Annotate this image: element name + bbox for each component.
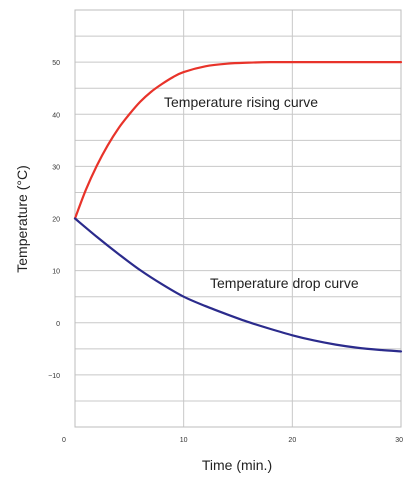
series-layer: [73, 60, 403, 353]
x-tick-label: 10: [180, 437, 188, 444]
tick-labels: −10 0 10 20 30 40 50 0 10 20 30: [48, 60, 403, 444]
grid: [75, 10, 401, 427]
y-tick-label: 40: [52, 112, 60, 119]
y-tick-label: 0: [56, 321, 60, 328]
x-tick-label: 20: [288, 437, 296, 444]
rising-curve-line: [73, 60, 403, 220]
y-tick-label: 50: [52, 60, 60, 67]
rising-curve-label: Temperature rising curve: [164, 94, 318, 110]
x-axis-label: Time (min.): [202, 457, 272, 473]
y-tick-label: 10: [52, 269, 60, 276]
y-tick-label: 20: [52, 217, 60, 224]
y-tick-label: 30: [52, 164, 60, 171]
x-tick-label: 0: [62, 437, 66, 444]
y-axis-label: Temperature (°C): [14, 165, 30, 273]
y-tick-label: −10: [48, 373, 60, 380]
x-tick-label: 30: [395, 437, 403, 444]
drop-curve-line: [73, 217, 403, 353]
drop-curve-label: Temperature drop curve: [210, 275, 359, 291]
